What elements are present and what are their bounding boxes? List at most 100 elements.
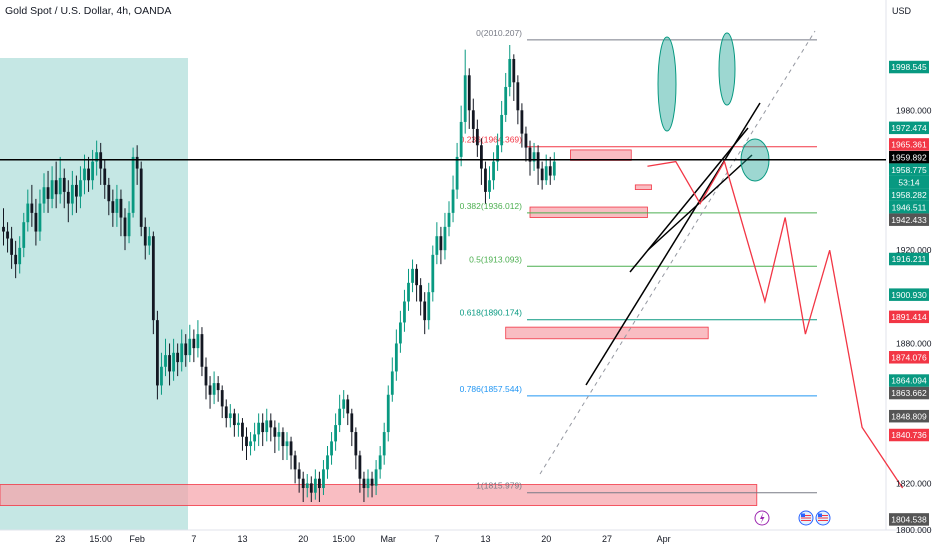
candle-body xyxy=(22,222,26,248)
zone-rect xyxy=(505,326,709,340)
candle-body xyxy=(232,413,236,426)
head-shoulder-left xyxy=(657,36,677,132)
candle-body xyxy=(273,427,277,437)
candle-body xyxy=(301,478,305,489)
candle-body xyxy=(431,254,435,293)
price-label-box xyxy=(889,60,929,74)
currency-label: USD xyxy=(892,6,912,16)
price-label-box xyxy=(889,150,929,164)
price-label-box xyxy=(889,409,929,423)
candle-body xyxy=(342,399,346,409)
candle-body xyxy=(439,236,443,251)
candle-body xyxy=(91,161,94,181)
candle-body xyxy=(10,238,13,255)
candle-body xyxy=(164,355,167,367)
price-label-box xyxy=(889,188,929,201)
candle-body xyxy=(62,177,66,192)
candle-body xyxy=(107,184,111,202)
lightning-glyph xyxy=(760,512,765,524)
x-tick-label: Apr xyxy=(657,534,671,544)
candle-body xyxy=(552,161,556,176)
fib-level-label: 1(1815.979) xyxy=(476,481,522,491)
fib-level-label: 0.236(1964.369) xyxy=(460,135,523,145)
candle-body xyxy=(362,478,366,489)
lightning-icon xyxy=(754,510,770,526)
candle-body xyxy=(435,236,439,255)
price-label: 1959.892 xyxy=(891,152,927,162)
candle-body xyxy=(220,390,224,407)
candle-body xyxy=(200,334,204,367)
candle-body xyxy=(58,177,62,195)
candle-body xyxy=(160,366,163,386)
price-label-box xyxy=(889,386,929,400)
candle-body xyxy=(350,413,354,433)
candle-body xyxy=(504,86,508,115)
candle-body xyxy=(451,189,455,213)
candle-body xyxy=(488,180,491,192)
candle-body xyxy=(370,478,374,486)
x-tick-label: Feb xyxy=(129,534,145,544)
candle-body xyxy=(38,203,42,232)
flag-canton xyxy=(801,513,805,517)
candle-body xyxy=(374,469,378,486)
candle-body xyxy=(326,455,329,470)
candle-body xyxy=(548,166,552,176)
candle-body xyxy=(281,432,285,447)
price-label: 1891.414 xyxy=(891,312,927,322)
candle-body xyxy=(289,441,293,456)
price-label: 1916.211 xyxy=(892,254,927,264)
candle-body xyxy=(2,226,5,232)
countdown-label: 53:14 xyxy=(898,177,920,187)
candle-body xyxy=(34,212,38,232)
candle-body xyxy=(390,371,394,395)
candle-body xyxy=(334,425,337,442)
candle-body xyxy=(147,236,151,246)
candle-body xyxy=(378,455,382,470)
candle-body xyxy=(119,198,123,218)
candle-body xyxy=(79,180,82,197)
candle-body xyxy=(318,478,321,489)
candle-body xyxy=(265,420,269,433)
candle-body xyxy=(330,441,333,456)
x-tick-label: 23 xyxy=(55,534,65,544)
candle-body xyxy=(176,352,180,363)
candle-body xyxy=(111,201,115,213)
candle-body xyxy=(83,168,86,181)
price-label-box xyxy=(889,288,929,301)
candle-body xyxy=(14,254,18,265)
candle-body xyxy=(382,432,386,456)
candle-body xyxy=(42,187,46,204)
candle-body xyxy=(257,422,261,435)
candle-body xyxy=(95,152,99,162)
candle-body xyxy=(415,268,418,286)
price-label: 1958.282 xyxy=(891,190,927,200)
candle-body xyxy=(208,385,212,395)
candle-body xyxy=(249,441,252,447)
candle-body xyxy=(366,478,370,489)
candle-body xyxy=(228,413,232,419)
candle-body xyxy=(151,236,155,321)
price-label-box xyxy=(889,200,929,214)
candle-body xyxy=(467,75,471,111)
candle-body xyxy=(87,168,90,181)
candle-body xyxy=(139,168,143,227)
candle-body xyxy=(46,187,50,199)
candle-body xyxy=(143,226,147,246)
candle-body xyxy=(524,133,528,148)
candle-body xyxy=(103,168,107,185)
candle-body xyxy=(532,152,536,162)
candle-body xyxy=(184,343,188,356)
price-label-box xyxy=(889,513,929,526)
candle-body xyxy=(237,422,240,426)
price-label: 1972.474 xyxy=(891,123,927,133)
countdown-box xyxy=(889,175,929,189)
candle-body xyxy=(403,301,406,323)
y-tick-label: 1880.000 xyxy=(896,338,932,348)
zone-rect xyxy=(634,184,652,190)
price-label: 1965.361 xyxy=(891,140,927,150)
us-flag-icon xyxy=(798,510,814,526)
candle-body xyxy=(322,469,325,489)
candle-body xyxy=(192,338,196,349)
